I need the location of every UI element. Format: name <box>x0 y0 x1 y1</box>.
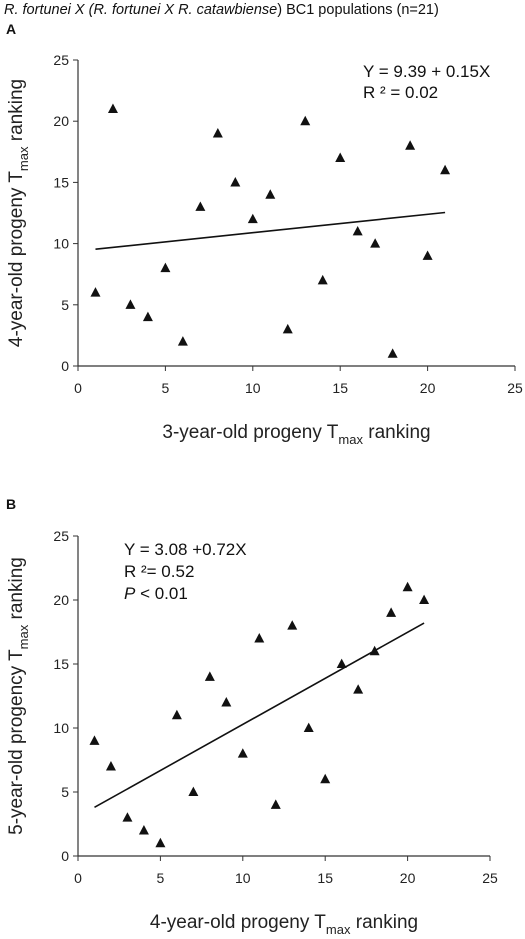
chart-panel-a: A 0 5 10 15 20 25 0 5 10 15 20 25 3-year-old progeny … <box>6 21 523 447</box>
data-point <box>370 238 381 248</box>
chart-panel-b: B 0 5 10 15 20 25 0 5 10 15 20 25 4-year-old progeny … <box>6 496 498 937</box>
y-tick-label: 25 <box>53 528 69 544</box>
y-tick-label: 25 <box>53 52 69 68</box>
data-point <box>317 274 328 285</box>
annotation: R ²= 0.52 <box>124 562 194 581</box>
y-tick-label: 15 <box>53 174 69 190</box>
y-tick-label: 20 <box>53 113 69 129</box>
data-point <box>171 709 182 720</box>
x-tick-label: 25 <box>482 870 498 886</box>
data-point <box>386 607 397 617</box>
x-tick-label: 5 <box>162 380 170 396</box>
data-point <box>142 311 153 322</box>
species-1: R. fortunei X <box>4 2 85 18</box>
data-point <box>237 748 248 758</box>
y-tick-label: 20 <box>53 592 69 608</box>
panel-label: B <box>6 496 16 512</box>
data-point <box>335 152 346 162</box>
annotation: P < 0.01 <box>124 584 188 603</box>
y-axis-label: 5-year-old progency Tmax ranking <box>6 557 31 835</box>
data-point <box>105 761 116 771</box>
data-point <box>270 799 281 809</box>
data-point <box>230 177 241 187</box>
data-point <box>336 658 347 669</box>
data-point <box>204 671 215 681</box>
x-tick-label: 15 <box>332 380 348 396</box>
data-point <box>125 299 136 309</box>
data-point <box>254 633 265 643</box>
x-tick-label: 0 <box>74 870 82 886</box>
data-point <box>221 697 232 707</box>
data-point <box>405 140 416 150</box>
trendline <box>95 211 446 251</box>
y-tick-label: 0 <box>61 358 69 374</box>
x-tick-label: 0 <box>74 380 82 396</box>
data-point <box>422 250 433 260</box>
data-point <box>138 825 149 835</box>
data-point <box>247 213 258 224</box>
data-point <box>107 103 118 114</box>
figure-title: R. fortunei X (R. fortunei X R. catawbie… <box>4 2 439 18</box>
x-tick-label: 10 <box>245 380 261 396</box>
title-rest: ) BC1 populations (n=21) <box>277 2 439 18</box>
data-point <box>419 594 430 605</box>
x-tick-label: 20 <box>400 870 416 886</box>
data-point <box>160 262 171 273</box>
data-point <box>287 620 298 630</box>
species-2: (R. fortunei X R. catawbiense <box>84 2 278 18</box>
x-tick-label: 10 <box>235 870 251 886</box>
y-tick-label: 10 <box>53 720 69 736</box>
y-tick-label: 5 <box>61 297 69 313</box>
trendline <box>94 622 425 809</box>
data-point <box>352 225 363 236</box>
y-axis-label: 4-year-old progeny Tmax ranking <box>6 79 31 347</box>
data-point <box>300 115 311 126</box>
x-tick-label: 25 <box>507 380 523 396</box>
data-point <box>320 773 331 784</box>
data-point <box>440 164 451 175</box>
data-point <box>122 812 133 822</box>
data-point <box>177 336 188 346</box>
data-point <box>155 837 166 848</box>
annotation: R ² = 0.02 <box>363 83 438 102</box>
data-point <box>90 287 101 297</box>
annotation: Y = 9.39 + 0.15X <box>363 62 490 81</box>
x-axis-label: 4-year-old progeny Tmax ranking <box>150 912 418 937</box>
annotation: Y = 3.08 +0.72X <box>124 540 247 559</box>
data-point <box>369 645 380 656</box>
y-tick-label: 15 <box>53 656 69 672</box>
data-point <box>282 323 293 334</box>
y-tick-label: 10 <box>53 236 69 252</box>
data-point <box>402 581 413 592</box>
data-point <box>188 786 199 797</box>
data-point <box>195 201 206 211</box>
panel-label: A <box>6 21 16 37</box>
data-point <box>353 684 364 694</box>
y-tick-label: 0 <box>61 848 69 864</box>
data-point <box>387 348 398 358</box>
y-tick-label: 5 <box>61 784 69 800</box>
x-tick-label: 20 <box>420 380 436 396</box>
data-point <box>303 722 314 733</box>
data-point <box>89 735 100 745</box>
x-axis-label: 3-year-old progeny Tmax ranking <box>162 422 430 447</box>
data-point <box>265 189 276 199</box>
x-tick-label: 15 <box>317 870 333 886</box>
data-point <box>212 128 223 138</box>
x-tick-label: 5 <box>157 870 165 886</box>
